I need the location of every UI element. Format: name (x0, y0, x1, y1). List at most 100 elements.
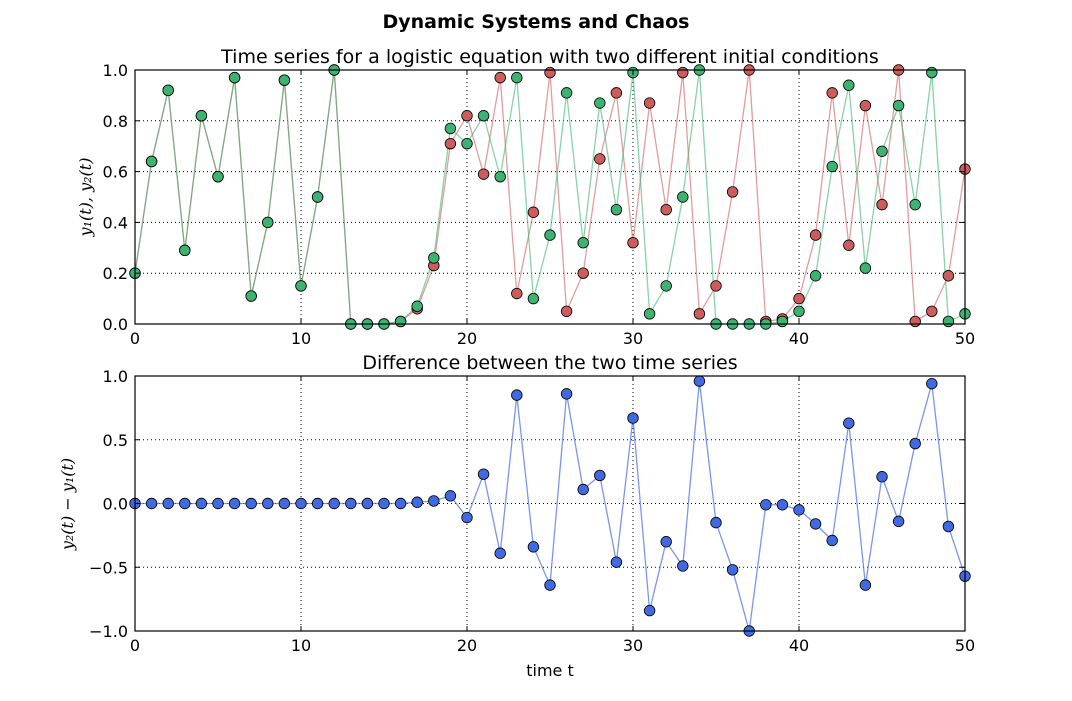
bottom-chart-point-difference (245, 497, 257, 510)
top-chart-point-y2 (826, 160, 838, 173)
bottom-chart-ylabel: y₂(t) − y₁(t) (58, 458, 77, 551)
top-chart-point-y2 (444, 122, 457, 135)
bottom-chart-point-difference (594, 469, 606, 482)
top-chart-point-y1 (693, 308, 706, 320)
top-chart-ytick-label: 0.8 (103, 112, 128, 131)
top-chart-point-y2 (411, 300, 423, 312)
bottom-chart-point-difference (826, 534, 838, 547)
top-chart-point-y2 (228, 71, 241, 84)
top-chart-point-y2 (195, 110, 208, 122)
top-chart-point-y1 (843, 239, 855, 251)
bottom-chart-point-difference (295, 497, 307, 510)
bottom-chart-point-difference (212, 497, 224, 510)
bottom-chart: Difference between the two time series 0… (58, 352, 975, 680)
top-chart-point-y2 (145, 155, 158, 168)
bottom-chart-xtick-label: 40 (789, 636, 809, 655)
top-chart: Time series for a logistic equation with… (76, 46, 975, 348)
top-chart-ytick-label: 1.0 (103, 61, 128, 80)
top-chart-point-y1 (660, 203, 672, 216)
top-chart-point-y1 (610, 87, 623, 99)
top-chart-xtick-label: 30 (623, 329, 643, 348)
bottom-chart-point-difference (909, 437, 921, 450)
bottom-chart-point-difference (411, 496, 423, 508)
bottom-chart-lines (135, 381, 966, 632)
top-chart-ytick-label: 0.4 (103, 213, 128, 232)
top-chart-point-y2 (594, 97, 606, 109)
top-chart-point-y2 (311, 191, 324, 203)
top-chart-point-y2 (527, 292, 540, 305)
top-chart-point-y1 (461, 110, 473, 122)
bottom-chart-point-difference (228, 497, 241, 510)
top-chart-point-y2 (278, 74, 291, 86)
top-chart-point-y2 (876, 145, 888, 157)
top-chart-point-y2 (511, 71, 523, 84)
bottom-chart-ytick-label: −1.0 (89, 622, 128, 641)
top-chart-point-y2 (394, 315, 407, 328)
bottom-chart-point-difference (162, 497, 174, 510)
top-chart-point-y1 (793, 292, 805, 305)
top-chart-point-y1 (544, 66, 556, 79)
top-chart-point-y1 (527, 206, 540, 218)
top-chart-ytick-label: 0.0 (103, 315, 128, 334)
bottom-chart-point-difference (461, 511, 473, 524)
bottom-chart-point-difference (444, 490, 457, 502)
top-chart-points (129, 64, 971, 330)
top-chart-point-y1 (643, 97, 656, 109)
top-chart-point-y1 (577, 267, 589, 279)
top-chart-point-y2 (245, 290, 257, 302)
top-chart-ticks: 0 10 20 30 40 50 0.0 0.2 0.4 0.6 0.8 1.0 (103, 61, 976, 348)
top-chart-point-y1 (826, 87, 838, 99)
top-chart-point-y2 (544, 229, 556, 241)
top-chart-point-y2 (677, 191, 689, 203)
top-chart-point-y1 (942, 270, 955, 282)
bottom-chart-point-difference (627, 412, 639, 424)
top-chart-xtick-label: 0 (130, 329, 140, 348)
top-chart-point-y1 (627, 237, 639, 249)
bottom-chart-point-difference (710, 516, 722, 529)
top-chart-point-y1 (926, 305, 938, 318)
bottom-chart-grid (135, 376, 965, 631)
top-chart-point-y2 (295, 280, 307, 292)
bottom-chart-point-difference (145, 497, 158, 510)
top-chart-point-y2 (859, 262, 872, 274)
bottom-chart-point-difference (179, 497, 191, 510)
bottom-chart-point-difference (477, 468, 490, 480)
bottom-chart-point-difference (610, 556, 623, 568)
bottom-chart-point-difference (494, 547, 506, 559)
top-chart-title: Time series for a logistic equation with… (220, 46, 879, 68)
bottom-chart-point-difference (262, 497, 274, 510)
bottom-chart-ticks: 0 10 20 30 40 50 −1.0 −0.5 0.0 0.5 1.0 (89, 367, 975, 655)
bottom-chart-point-difference (776, 499, 789, 511)
bottom-chart-point-difference (693, 375, 706, 387)
top-chart-point-y1 (560, 305, 573, 318)
top-chart-point-y2 (610, 203, 623, 216)
bottom-chart-ytick-label: 1.0 (103, 367, 128, 386)
bottom-chart-point-difference (560, 388, 573, 400)
bottom-chart-point-difference (577, 483, 589, 496)
top-chart-point-y1 (494, 71, 506, 84)
top-chart-point-y1 (677, 66, 689, 79)
bottom-chart-point-difference (527, 541, 540, 553)
bottom-chart-point-difference (809, 518, 822, 530)
bottom-chart-point-difference (726, 564, 739, 576)
top-chart-xtick-label: 40 (789, 329, 809, 348)
top-chart-frame (134, 69, 966, 325)
top-chart-lines (134, 69, 966, 325)
top-chart-point-y1 (710, 280, 722, 292)
top-chart-series-line-y2 (134, 69, 966, 325)
bottom-chart-point-difference (311, 497, 324, 510)
bottom-chart-title: Difference between the two time series (362, 352, 737, 374)
top-chart-point-y1 (876, 198, 888, 211)
top-chart-point-y2 (892, 99, 905, 112)
bottom-chart-point-difference (760, 499, 772, 511)
top-chart-point-y1 (726, 186, 739, 198)
top-chart-point-y1 (859, 99, 872, 112)
top-chart-point-y2 (477, 110, 490, 122)
top-chart-point-y2 (577, 237, 589, 249)
bottom-chart-point-difference (428, 495, 440, 507)
bottom-chart-point-difference (511, 389, 523, 401)
top-chart-point-y2 (262, 216, 274, 229)
top-chart-point-y2 (179, 244, 191, 257)
bottom-chart-point-difference (278, 497, 291, 510)
